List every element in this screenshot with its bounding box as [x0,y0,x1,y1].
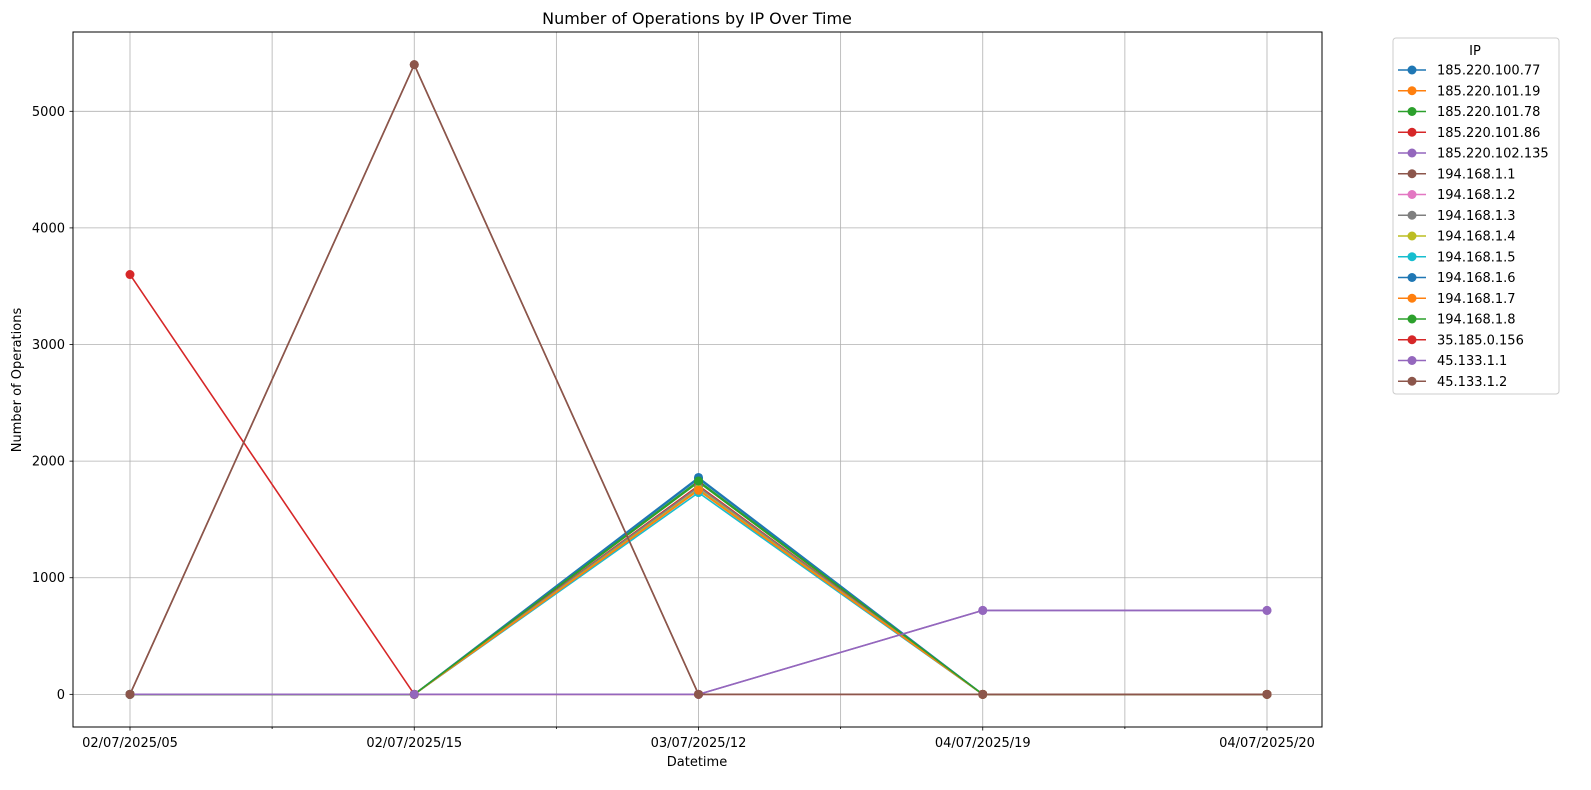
x-tick-label: 04/07/2025/20 [1219,736,1315,751]
data-point [125,689,135,699]
legend-marker [1407,127,1417,137]
legend-frame [1392,37,1560,395]
data-point [1262,689,1272,699]
data-point [409,60,419,70]
series-points [125,60,1272,699]
data-point [125,270,135,280]
y-tick-label: 2000 [32,455,65,470]
legend-marker [1407,335,1417,345]
legend-label: 45.133.1.1 [1437,354,1507,369]
legend-items: 185.220.100.77 185.220.101.19 185.220.101.… [1398,64,1549,390]
legend-label: 194.168.1.3 [1437,209,1516,224]
legend-label: 194.168.1.8 [1437,313,1516,328]
y-tick-label: 3000 [32,338,65,353]
legend-label: 185.220.101.78 [1437,105,1540,120]
legend-marker [1407,190,1417,199]
legend-marker [1407,107,1417,116]
legend-label: 194.168.1.1 [1437,167,1516,182]
legend-marker [1407,231,1417,241]
x-axis-title: Datetime [667,755,727,770]
legend-title: IP [1469,44,1481,59]
grid-lines [73,32,1322,727]
legend-label: 35.185.0.156 [1437,333,1524,348]
x-tick-label: 03/07/2025/12 [651,736,747,751]
x-tick-label: 02/07/2025/15 [366,736,462,751]
x-tick-label: 02/07/2025/05 [82,736,178,751]
legend-marker [1407,293,1417,303]
legend-label: 194.168.1.4 [1437,230,1516,245]
legend-label: 185.220.102.135 [1437,147,1549,162]
chart-title: Number of Operations by IP Over Time [542,9,852,28]
y-axis-title: Number of Operations [10,308,25,453]
data-point [694,485,703,495]
legend-marker [1407,169,1417,179]
data-point [978,605,988,615]
data-point [694,476,703,486]
y-tick-label: 5000 [32,105,65,120]
y-tick-label: 0 [57,688,65,703]
legend-marker [1407,273,1417,282]
legend-label: 185.220.101.86 [1437,126,1540,141]
legend-label: 185.220.100.77 [1437,64,1540,79]
data-point [694,689,703,699]
legend-marker [1407,148,1417,158]
legend-marker [1407,376,1417,386]
y-tick-label: 1000 [32,571,65,586]
legend-label: 45.133.1.2 [1437,375,1507,390]
x-tick-label: 04/07/2025/19 [935,736,1031,751]
legend-label: 194.168.1.2 [1437,188,1516,203]
data-point [1262,605,1272,615]
legend-marker [1407,65,1417,75]
legend-marker [1407,210,1417,220]
legend: IP 185.220.100.77185.220.101.19185.220.1… [1392,37,1560,395]
legend-marker [1407,356,1417,365]
legend-label: 194.168.1.5 [1437,250,1516,265]
legend-marker [1407,86,1417,96]
plot-frame [72,31,1323,728]
legend-label: 185.220.101.19 [1437,84,1540,99]
data-point [409,689,419,699]
legend-marker [1407,314,1417,324]
legend-label: 194.168.1.7 [1437,292,1516,307]
x-axis: 02/07/2025/05 02/07/2025/15 03/07/2025/12 0… [82,727,1315,751]
legend-label: 194.168.1.6 [1437,271,1516,286]
y-tick-label: 4000 [32,221,65,236]
y-axis: 0 1000 2000 3000 4000 5000 [32,105,73,703]
legend-marker [1407,252,1417,262]
data-point [978,689,988,699]
